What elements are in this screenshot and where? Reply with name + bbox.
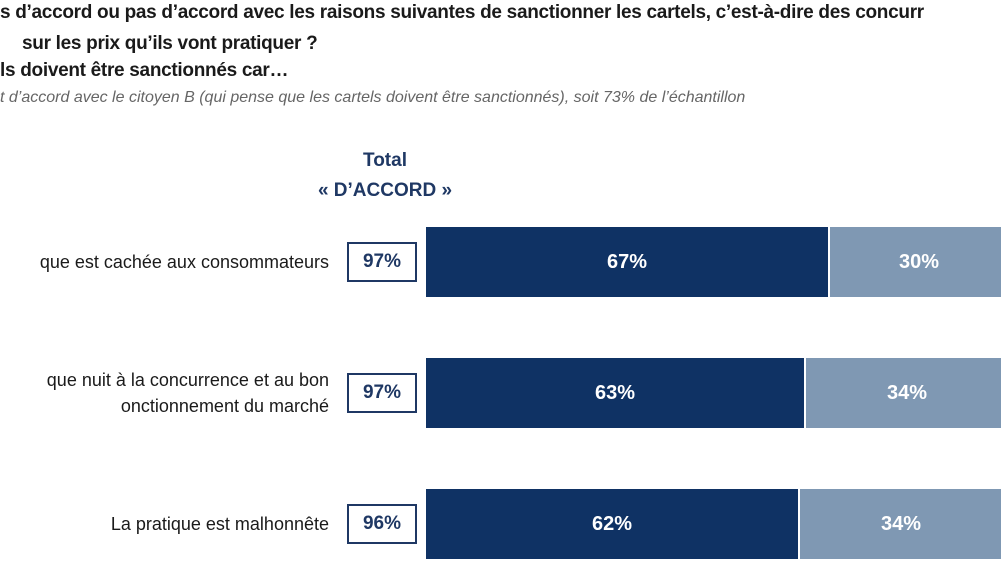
- category-label-line: que nuit à la concurrence et au bon: [46, 370, 329, 390]
- bar-segment-plutot: 34%: [798, 489, 1001, 559]
- category-label-line: que est cachée aux consommateurs: [39, 252, 329, 272]
- question-line-1: s d’accord ou pas d’accord avec les rais…: [0, 2, 924, 23]
- bar-value-label: 62%: [591, 512, 633, 535]
- total-value: 97%: [347, 373, 417, 413]
- question-line-2: sur les prix qu’ils vont pratiquer ?: [22, 33, 318, 54]
- bar-segment-tout-a-fait: 67%: [426, 227, 828, 297]
- category-label-line: onctionnement du marché: [120, 396, 329, 416]
- category-label: La pratique est malhonnête: [111, 511, 329, 537]
- subtitle: t d’accord avec le citoyen B (qui pense …: [0, 89, 746, 106]
- total-header-sub: « D’ACCORD »: [317, 180, 453, 201]
- bar-value-label: 34%: [880, 512, 922, 535]
- total-value: 96%: [347, 504, 417, 544]
- bar-value-label: 63%: [594, 381, 636, 404]
- bar-segment-tout-a-fait: 63%: [426, 358, 804, 428]
- category-label: que nuit à la concurrence et au bon oncti…: [47, 367, 329, 419]
- bar-value-label: 34%: [886, 381, 928, 404]
- question-line-3: ls doivent être sanctionnés car…: [0, 60, 289, 81]
- bar-segment-plutot: 34%: [804, 358, 1001, 428]
- bar-value-label: 67%: [606, 250, 648, 273]
- bar-segment-tout-a-fait: 62%: [426, 489, 798, 559]
- category-label-line: La pratique est malhonnête: [110, 514, 329, 534]
- bar-segment-plutot: 30%: [828, 227, 1001, 297]
- category-label: que est cachée aux consommateurs: [40, 249, 329, 275]
- bar-value-label: 30%: [898, 250, 940, 273]
- total-header: Total: [363, 150, 407, 171]
- total-value: 97%: [347, 242, 417, 282]
